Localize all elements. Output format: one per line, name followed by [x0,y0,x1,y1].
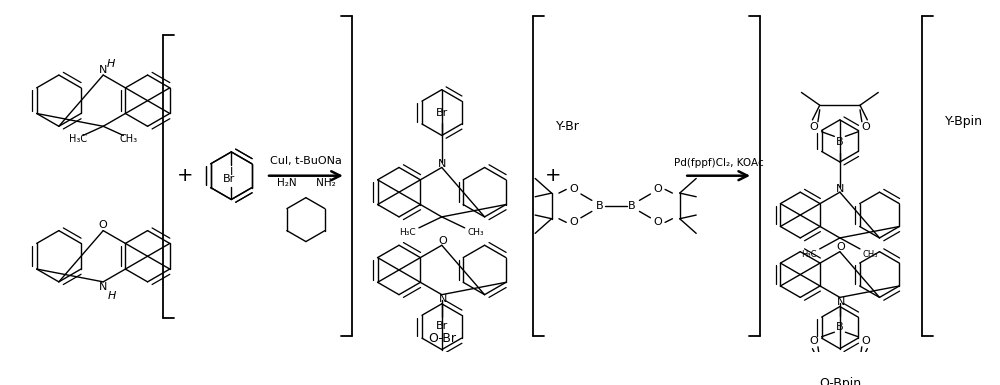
Text: Br: Br [223,174,236,184]
Text: O-Br: O-Br [428,332,456,345]
Text: O: O [861,336,870,346]
Text: O: O [438,236,447,246]
Text: H₃C: H₃C [400,228,416,237]
Text: O: O [653,218,662,228]
Text: O: O [569,218,578,228]
Text: Br: Br [436,321,448,331]
Text: H: H [106,59,115,69]
Text: O: O [836,242,845,252]
Text: I: I [230,167,233,177]
Text: O: O [861,122,870,132]
Text: N: N [438,159,446,169]
Text: B: B [836,137,844,147]
Text: Y-Br: Y-Br [556,120,580,133]
Text: N: N [837,297,845,307]
Text: B: B [595,201,603,211]
Text: N: N [99,282,107,292]
Text: +: + [545,166,562,185]
Text: H₃C: H₃C [69,134,87,144]
Text: O: O [810,336,819,346]
Text: O: O [653,184,662,194]
Text: N: N [99,65,107,75]
Text: O: O [99,220,108,230]
Text: Y-Bpin: Y-Bpin [945,115,983,128]
Text: B: B [628,201,636,211]
Text: CH₃: CH₃ [467,228,484,237]
Text: +: + [177,166,194,185]
Text: H₃C: H₃C [801,250,817,259]
Text: H₂N      NH₂: H₂N NH₂ [277,178,335,188]
Text: CuI, t-BuONa: CuI, t-BuONa [270,156,342,166]
Text: O-Bpin: O-Bpin [819,377,861,385]
Text: H: H [107,291,116,301]
Text: O: O [569,184,578,194]
Text: Pd(fppf)Cl₂, KOAc: Pd(fppf)Cl₂, KOAc [674,158,763,168]
Text: B: B [836,322,844,332]
Text: O: O [810,122,819,132]
Text: CH₃: CH₃ [120,134,138,144]
Text: N: N [836,184,844,194]
Text: N: N [439,294,447,304]
Text: Br: Br [436,109,448,119]
Text: CH₃: CH₃ [863,250,878,259]
